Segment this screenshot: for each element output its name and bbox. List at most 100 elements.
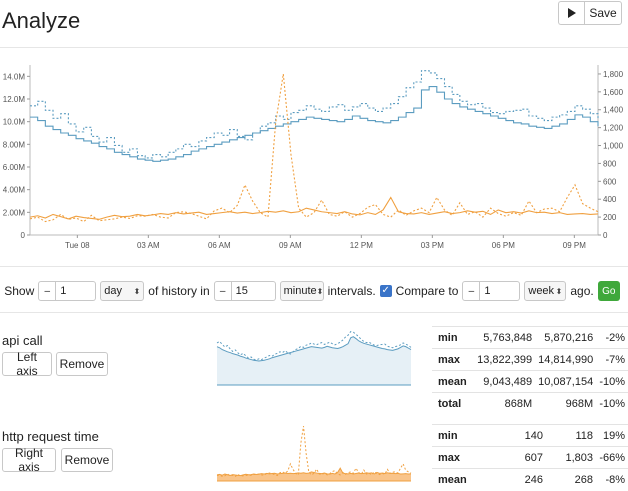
http-request-time-sparkline <box>216 425 412 482</box>
history-mid-label: of history in <box>148 284 210 298</box>
y-left-tick-label: 10.0M <box>3 118 26 127</box>
y-right-tick-label: 0 <box>603 231 608 240</box>
remove-api-call-button[interactable]: Remove <box>56 352 108 376</box>
toolbar: Save <box>558 1 622 25</box>
api-call-stats-table: min 5,763,848 5,870,216 -2% max 13,822,399 14,… <box>432 326 628 415</box>
sparkline-area <box>217 336 411 385</box>
show-label: Show <box>4 284 35 298</box>
sparkline-current-line <box>216 336 412 362</box>
page-title: Analyze <box>2 8 81 33</box>
stat-current: 607 <box>480 446 546 469</box>
y-right-tick-label: 1,800 <box>603 70 624 79</box>
compare-unit-value: week <box>528 285 555 297</box>
stat-previous: 118 <box>546 424 596 447</box>
stat-previous: 968M <box>535 392 597 415</box>
go-button[interactable]: Go <box>597 281 620 301</box>
controls-divider <box>0 312 628 313</box>
y-left-tick-label: 12.0M <box>3 95 26 104</box>
stat-key: max <box>432 348 473 371</box>
history-unit-value: day <box>104 285 123 297</box>
stat-key: mean <box>432 370 473 393</box>
x-tick-label: 09 PM <box>563 241 586 250</box>
play-icon <box>568 8 576 18</box>
interval-value-input[interactable] <box>231 281 276 301</box>
ago-label: ago. <box>570 284 594 298</box>
history-decrement-button[interactable]: – <box>38 281 57 301</box>
y-left-tick-label: 8.00M <box>3 140 26 149</box>
stats-row-min: min 140 118 19% <box>432 424 628 447</box>
y-left-tick-label: 14.0M <box>3 72 26 81</box>
stat-previous: 1,803 <box>546 446 596 469</box>
sparkline-area <box>217 468 411 481</box>
y-right-tick-label: 200 <box>603 213 617 222</box>
stat-key: min <box>432 424 480 447</box>
interval-unit-select[interactable]: minute ⬍ <box>279 281 324 301</box>
compare-decrement-button[interactable]: – <box>462 281 481 301</box>
stat-previous: 14,814,990 <box>535 348 597 371</box>
stat-current: 5,763,848 <box>472 326 536 349</box>
left-axis-button[interactable]: Left axis <box>2 350 52 378</box>
y-left-tick-label: 6.00M <box>3 163 26 172</box>
x-tick-label: 03 AM <box>137 241 160 250</box>
stat-previous: 5,870,216 <box>535 326 597 349</box>
series-line-http-request-time-1-week-ago- <box>29 73 599 223</box>
remove-http-request-time-button[interactable]: Remove <box>61 448 113 472</box>
x-tick-label: Tue 08 <box>65 241 90 250</box>
metric-title-http-request-time: http request time <box>2 429 99 444</box>
series-line-http-request-time <box>29 196 599 220</box>
stat-current: 13,822,399 <box>472 348 536 371</box>
compare-unit-select[interactable]: week ⬍ <box>524 281 567 301</box>
x-tick-label: 06 PM <box>492 241 515 250</box>
compare-label: Compare to <box>395 284 459 298</box>
select-arrows-icon: ⬍ <box>316 286 324 296</box>
stats-row-min: min 5,763,848 5,870,216 -2% <box>432 326 628 349</box>
stat-previous: 268 <box>546 468 596 491</box>
stats-row-max: max 607 1,803 -66% <box>432 446 628 469</box>
header-divider <box>0 47 628 48</box>
stat-change: -8% <box>596 468 628 491</box>
x-tick-label: 06 AM <box>208 241 231 250</box>
stat-change: 19% <box>596 424 628 447</box>
history-unit-select[interactable]: day ⬍ <box>100 281 145 301</box>
history-controls: Show – day ⬍ of history in – minute ⬍ in… <box>0 280 628 302</box>
compare-value-input[interactable] <box>480 281 521 301</box>
stats-row-mean: mean 246 268 -8% <box>432 468 628 491</box>
select-arrows-icon: ⬍ <box>555 286 563 296</box>
y-right-tick-label: 1,400 <box>603 106 624 115</box>
stat-key: min <box>432 326 473 349</box>
stat-current: 246 <box>480 468 546 491</box>
stat-change: -10% <box>596 392 628 415</box>
sparkline-previous-line <box>216 425 412 478</box>
x-tick-label: 09 AM <box>279 241 302 250</box>
select-arrows-icon: ⬍ <box>133 286 141 296</box>
right-axis-button[interactable]: Right axis <box>2 446 56 474</box>
main-chart[interactable]: 0 2.00M 4.00M 6.00M 8.00M 10.0M 12.0M 14.0M 0 200… <box>0 60 628 255</box>
compare-checkbox[interactable]: ✓ <box>379 285 392 297</box>
y-left-tick-label: 0 <box>21 231 26 240</box>
stat-key: total <box>432 392 473 415</box>
stat-change: -66% <box>596 446 628 469</box>
stat-key: max <box>432 446 480 469</box>
y-right-tick-label: 1,600 <box>603 88 624 97</box>
sparkline-current-line <box>216 467 412 477</box>
x-tick-label: 03 PM <box>421 241 444 250</box>
stat-current: 140 <box>480 424 546 447</box>
y-right-tick-label: 600 <box>603 177 617 186</box>
save-button[interactable]: Save <box>584 1 622 25</box>
play-button[interactable] <box>558 1 584 25</box>
series-line-api-call <box>30 85 599 162</box>
stat-current: 9,043,489 <box>472 370 536 393</box>
sparkline-previous-line <box>216 330 412 361</box>
intervals-label: intervals. <box>327 284 376 298</box>
stats-row-max: max 13,822,399 14,814,990 -7% <box>432 348 628 371</box>
interval-decrement-button[interactable]: – <box>213 281 232 301</box>
stat-change: -7% <box>596 348 628 371</box>
metric-title-api-call: api call <box>2 333 43 348</box>
stat-previous: 10,087,154 <box>535 370 597 393</box>
stat-change: -10% <box>596 370 628 393</box>
api-call-sparkline <box>216 330 412 386</box>
http-request-time-stats-table: min 140 118 19% max 607 1,803 -66% mean 246 268 -8% <box>432 424 628 491</box>
chart-divider <box>0 266 628 267</box>
series-line-api-call-1-week-ago- <box>30 70 599 159</box>
history-value-input[interactable] <box>56 281 97 301</box>
